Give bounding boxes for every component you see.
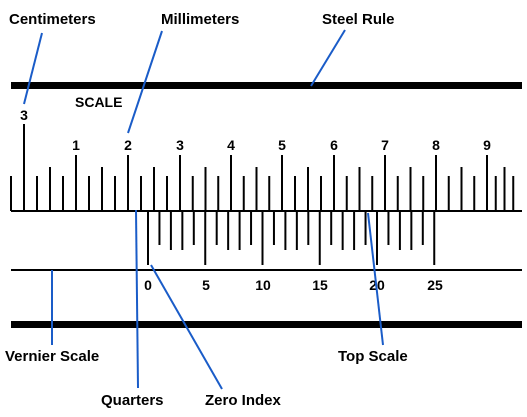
main-scale-number: 7 [381, 137, 389, 153]
label-millimeters: Millimeters [161, 11, 239, 28]
leader-quarters [135, 209, 139, 389]
main-scale-number: 5 [278, 137, 286, 153]
main-scale-number: 6 [330, 137, 338, 153]
scale-title: SCALE [75, 94, 122, 110]
label-vernier-scale: Vernier Scale [5, 348, 99, 365]
leader-centimeters [23, 32, 43, 105]
main-scale-number: 4 [227, 137, 235, 153]
label-top-scale: Top Scale [338, 348, 408, 365]
main-scale-number: 3 [20, 107, 28, 123]
main-scale-number: 8 [432, 137, 440, 153]
leader-top-scale [367, 212, 384, 346]
leader-steel-rule [310, 29, 346, 87]
vernier-number: 15 [312, 277, 328, 293]
vernier-number: 5 [202, 277, 210, 293]
main-scale-ticks [10, 124, 515, 211]
label-steel-rule: Steel Rule [322, 11, 395, 28]
leader-zero-index [150, 264, 223, 390]
steel-rule-top-bar [11, 82, 522, 89]
vernier-scale-ticks [147, 211, 436, 265]
vernier-number: 25 [427, 277, 443, 293]
label-zero-index: Zero Index [205, 392, 282, 409]
label-quarters: Quarters [101, 392, 164, 409]
main-scale-number: 2 [124, 137, 132, 153]
vernier-number: 0 [144, 277, 152, 293]
main-scale-number: 1 [72, 137, 80, 153]
label-centimeters: Centimeters [9, 11, 96, 28]
vernier-number: 10 [255, 277, 271, 293]
main-scale-number: 3 [176, 137, 184, 153]
main-scale-number: 9 [483, 137, 491, 153]
steel-rule-bottom-bar [11, 321, 522, 328]
leader-millimeters [127, 30, 163, 134]
